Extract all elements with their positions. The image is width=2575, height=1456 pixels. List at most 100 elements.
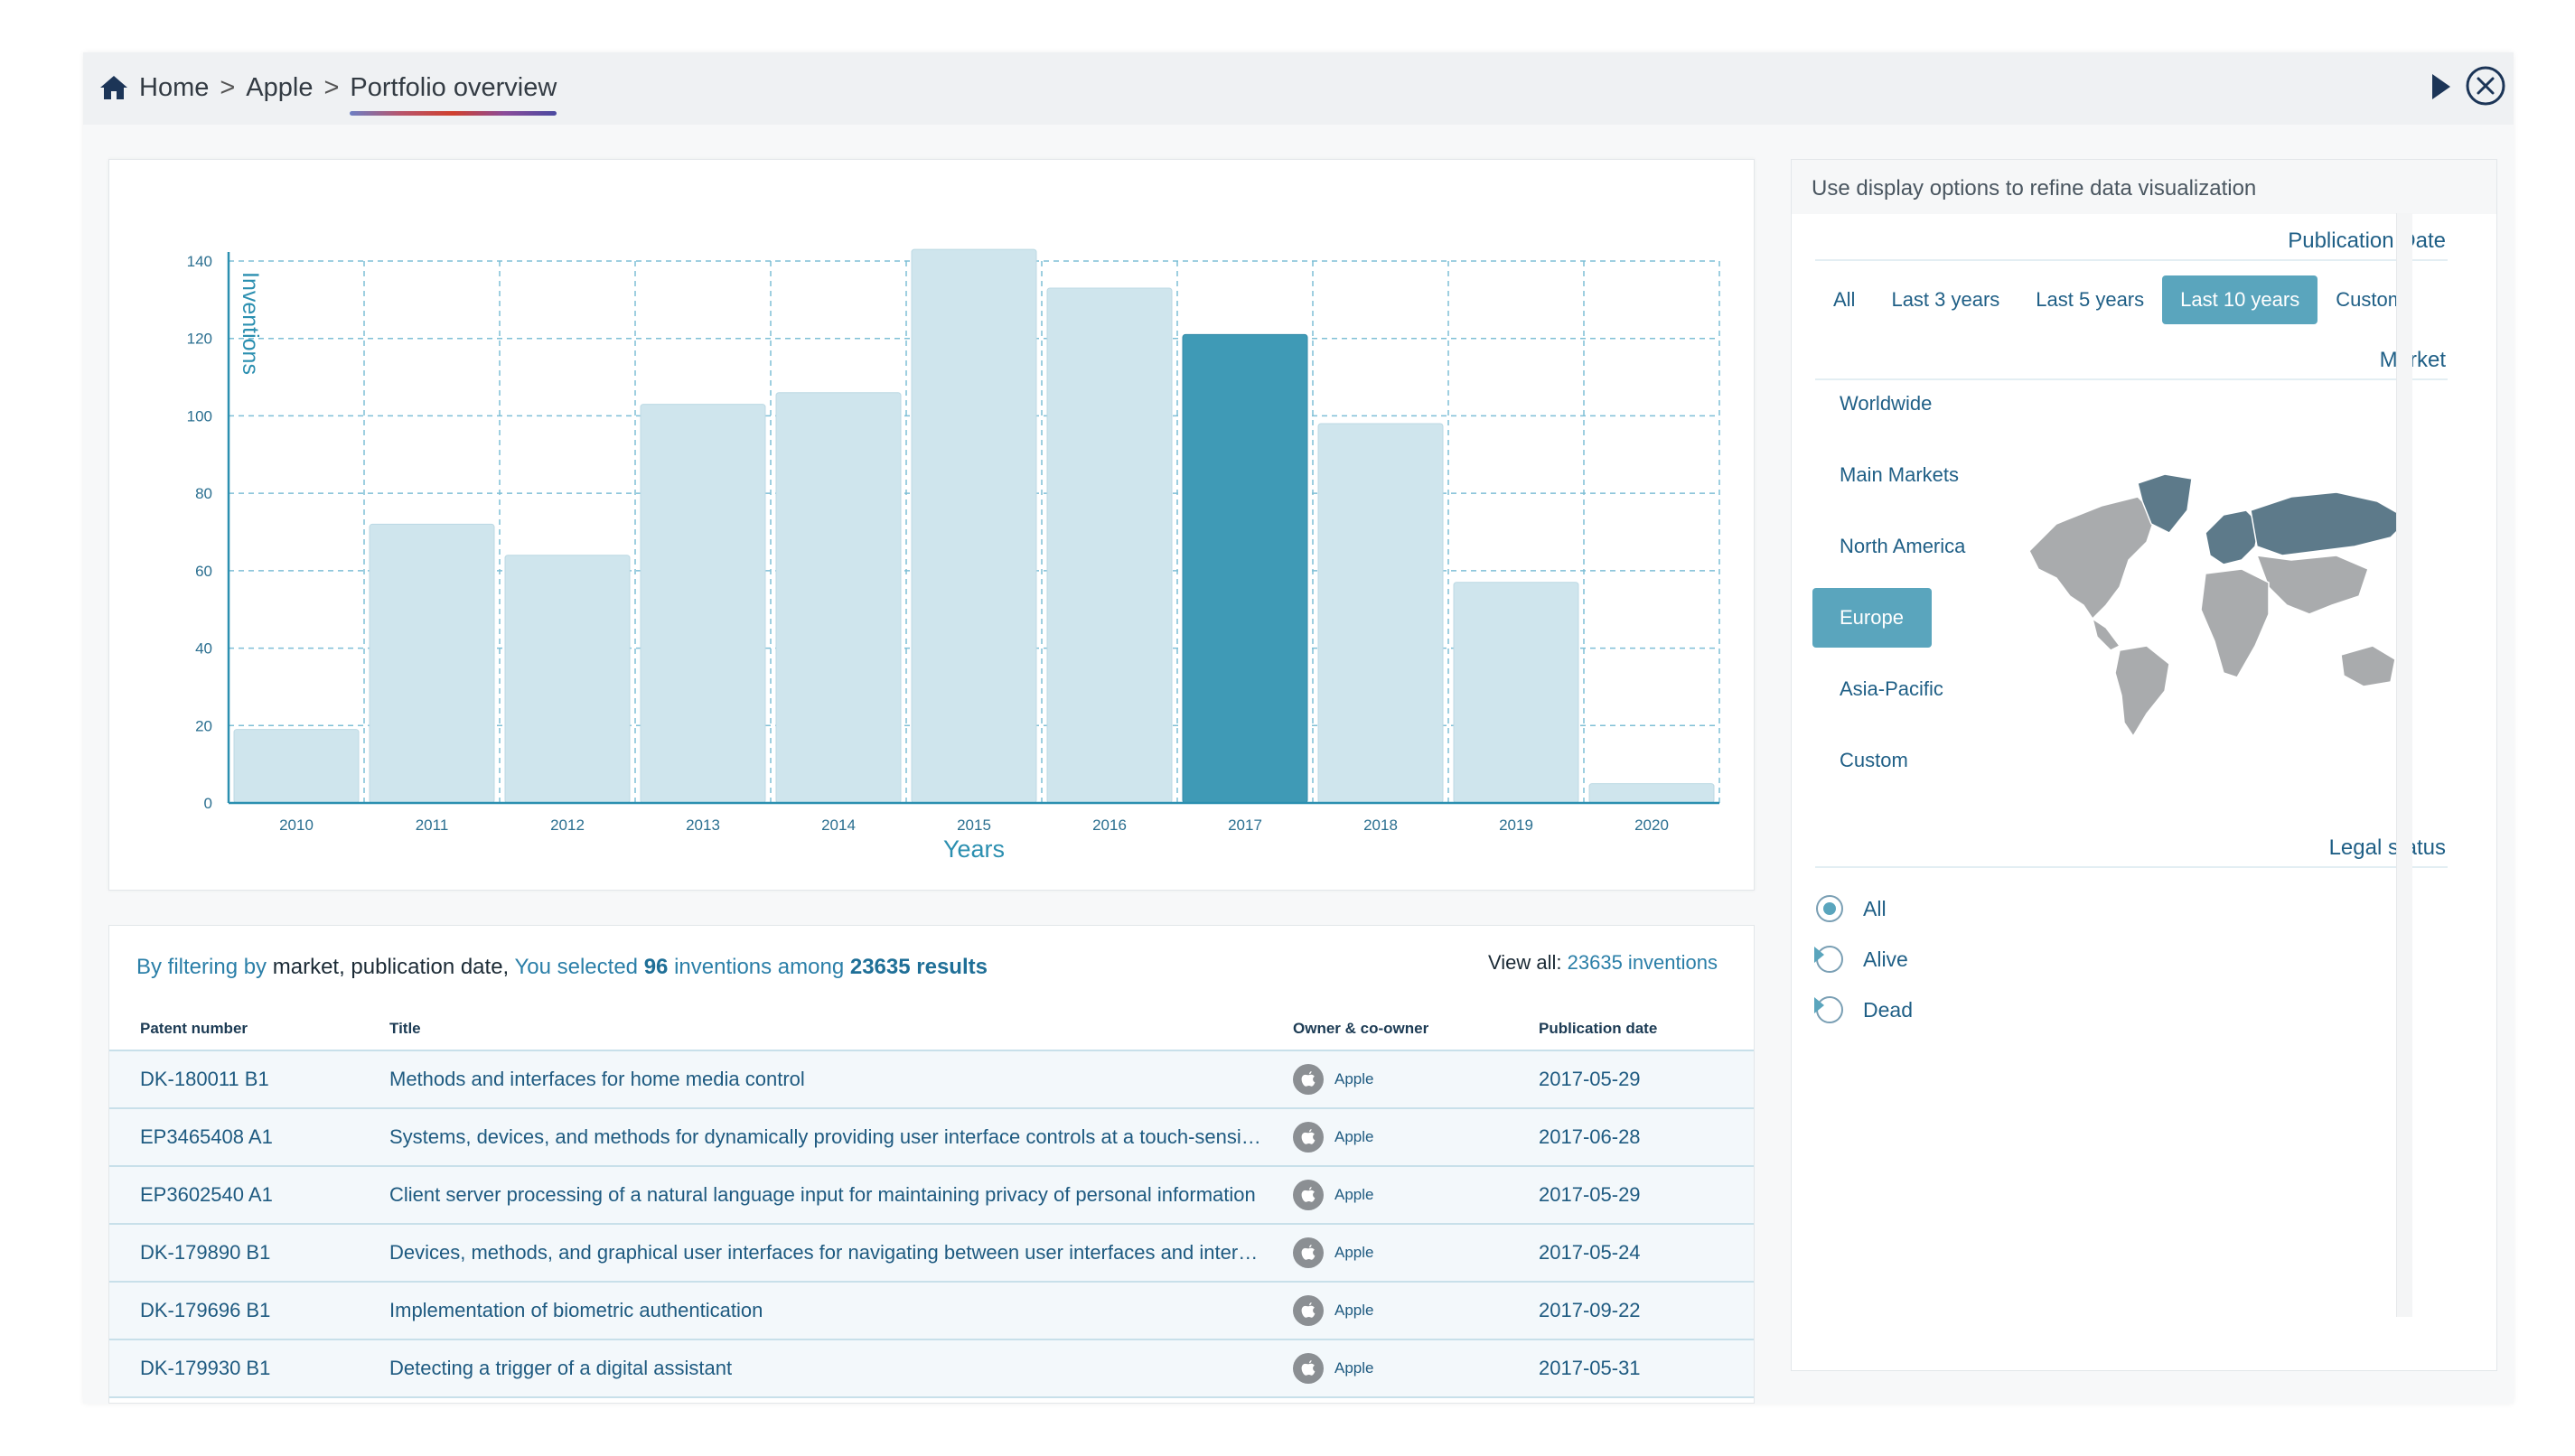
owner-cell: Apple: [1262, 1224, 1508, 1282]
column-header-title[interactable]: Title: [359, 1007, 1262, 1050]
summary-total: 23635 results: [850, 955, 988, 979]
column-header-patent-number[interactable]: Patent number: [109, 1007, 359, 1050]
y-axis-label: Inventions: [238, 272, 263, 375]
bar-2014: [776, 393, 901, 803]
bar-2011: [370, 524, 494, 803]
legal-option-dead[interactable]: Dead: [1816, 985, 1913, 1035]
market-title: Market: [2380, 348, 2446, 373]
column-header-owner[interactable]: Owner & co-owner: [1262, 1007, 1508, 1050]
legal-status-title: Legal status: [2329, 835, 2446, 861]
breadcrumb-home[interactable]: Home: [139, 73, 209, 103]
market-option-custom[interactable]: Custom: [1812, 731, 1932, 790]
patent-number-cell[interactable]: DK-179696 B1: [109, 1282, 359, 1339]
pub-option-last-10-years[interactable]: Last 10 years: [2162, 275, 2318, 324]
legal-option-label: Dead: [1863, 998, 1913, 1022]
map-russia[interactable]: [2251, 492, 2409, 555]
radio-selected[interactable]: [1816, 895, 1843, 922]
column-header-publication-date[interactable]: Publication date: [1508, 1007, 1755, 1050]
title-cell[interactable]: Implementation of biometric authenticati…: [359, 1282, 1262, 1339]
home-icon[interactable]: [99, 74, 128, 101]
bar-2019: [1454, 583, 1578, 803]
table-row[interactable]: DK-179930 B1Detecting a trigger of a dig…: [109, 1339, 1755, 1397]
world-map[interactable]: [2020, 470, 2418, 741]
owner-name: Apple: [1334, 1128, 1373, 1146]
publication-date-cell: 2017-09-22: [1508, 1282, 1755, 1339]
view-all-label: View all:: [1488, 951, 1562, 974]
table-row[interactable]: EP3602540 A1Client server processing of …: [109, 1166, 1755, 1224]
summary-count: 96: [644, 955, 669, 979]
table-row[interactable]: DK-179696 B1Implementation of biometric …: [109, 1282, 1755, 1339]
table-row[interactable]: DK-179890 B1Devices, methods, and graphi…: [109, 1224, 1755, 1282]
market-option-worldwide[interactable]: Worldwide: [1812, 374, 1932, 434]
owner-cell: Apple: [1262, 1166, 1508, 1224]
title-cell[interactable]: Client server processing of a natural la…: [359, 1166, 1262, 1224]
owner: Apple: [1293, 1353, 1508, 1384]
table-row[interactable]: DK-180011 B1Methods and interfaces for h…: [109, 1050, 1755, 1108]
map-north-america[interactable]: [2029, 497, 2156, 619]
legal-option-alive[interactable]: Alive: [1816, 934, 1913, 985]
patent-number-cell[interactable]: DK-179930 B1: [109, 1339, 359, 1397]
owner-cell: Apple: [1262, 1339, 1508, 1397]
x-tick-label: 2013: [686, 817, 720, 834]
legal-status-options: All Alive Dead: [1816, 883, 1913, 1035]
header-bar: Home > Apple > Portfolio overview: [83, 52, 2514, 125]
bar-2018: [1318, 424, 1443, 803]
table-header-row: Patent number Title Owner & co-owner Pub…: [109, 1007, 1755, 1050]
owner: Apple: [1293, 1064, 1508, 1095]
title-cell[interactable]: Systems, devices, and methods for dynami…: [359, 1108, 1262, 1166]
inventions-chart-card: 0204060801001201402010201120122013201420…: [108, 159, 1755, 891]
owner-name: Apple: [1334, 1244, 1373, 1262]
bar-2010: [234, 730, 359, 803]
patent-number-cell[interactable]: EP3465408 A1: [109, 1108, 359, 1166]
map-australia[interactable]: [2341, 646, 2395, 686]
owner-cell: Apple: [1262, 1050, 1508, 1108]
x-tick-label: 2014: [821, 817, 856, 834]
bar-2013: [641, 405, 765, 803]
apple-logo-icon: [1293, 1064, 1324, 1095]
title-cell[interactable]: Methods and interfaces for home media co…: [359, 1050, 1262, 1108]
breadcrumb-company[interactable]: Apple: [246, 73, 313, 103]
bar-2017: [1183, 334, 1307, 803]
inventions-bar-chart: 0204060801001201402010201120122013201420…: [109, 160, 1756, 891]
table-row[interactable]: EP3465408 A1Systems, devices, and method…: [109, 1108, 1755, 1166]
summary-mid2: inventions among: [674, 955, 844, 979]
owner-name: Apple: [1334, 1186, 1373, 1204]
y-tick-label: 140: [187, 253, 212, 270]
summary-filters: market, publication date,: [273, 955, 509, 979]
play-icon[interactable]: [2427, 70, 2454, 103]
publication-date-cell: 2017-05-24: [1508, 1224, 1755, 1282]
close-icon[interactable]: [2465, 65, 2506, 107]
expand-alive-caret-icon[interactable]: [1814, 947, 1824, 963]
map-south-america[interactable]: [2115, 646, 2169, 736]
map-africa[interactable]: [2201, 569, 2269, 677]
x-tick-label: 2019: [1499, 817, 1533, 834]
patent-number-cell[interactable]: DK-179890 B1: [109, 1224, 359, 1282]
market-option-europe[interactable]: Europe: [1812, 588, 1932, 648]
results-card: By filtering by market, publication date…: [108, 925, 1755, 1404]
owner: Apple: [1293, 1180, 1508, 1210]
view-all-link[interactable]: View all: 23635 inventions: [1488, 951, 1718, 975]
title-cell[interactable]: Detecting a trigger of a digital assista…: [359, 1339, 1262, 1397]
bar-2016: [1047, 288, 1172, 803]
y-tick-label: 40: [195, 640, 212, 658]
market-option-north-america[interactable]: North America: [1812, 517, 1932, 576]
pub-option-all[interactable]: All: [1815, 275, 1873, 324]
legal-option-all[interactable]: All: [1816, 883, 1913, 934]
patent-number-cell[interactable]: DK-180011 B1: [109, 1050, 359, 1108]
market-option-main-markets[interactable]: Main Markets: [1812, 445, 1932, 505]
legal-option-label: Alive: [1863, 947, 1908, 972]
expand-dead-caret-icon[interactable]: [1814, 997, 1824, 1013]
owner-name: Apple: [1334, 1302, 1373, 1320]
panel-scrollbar[interactable]: [2396, 213, 2412, 1317]
summary-mid: You selected: [514, 955, 638, 979]
market-option-asia-pacific[interactable]: Asia-Pacific: [1812, 659, 1932, 719]
map-asia[interactable]: [2257, 555, 2368, 614]
pub-option-last-3-years[interactable]: Last 3 years: [1873, 275, 2018, 324]
map-central-america[interactable]: [2093, 619, 2120, 650]
y-tick-label: 0: [204, 795, 212, 812]
patent-number-cell[interactable]: EP3602540 A1: [109, 1166, 359, 1224]
view-all-value: 23635 inventions: [1568, 951, 1718, 974]
title-cell[interactable]: Devices, methods, and graphical user int…: [359, 1224, 1262, 1282]
pub-option-last-5-years[interactable]: Last 5 years: [2018, 275, 2162, 324]
publication-date-cell: 2017-05-29: [1508, 1050, 1755, 1108]
